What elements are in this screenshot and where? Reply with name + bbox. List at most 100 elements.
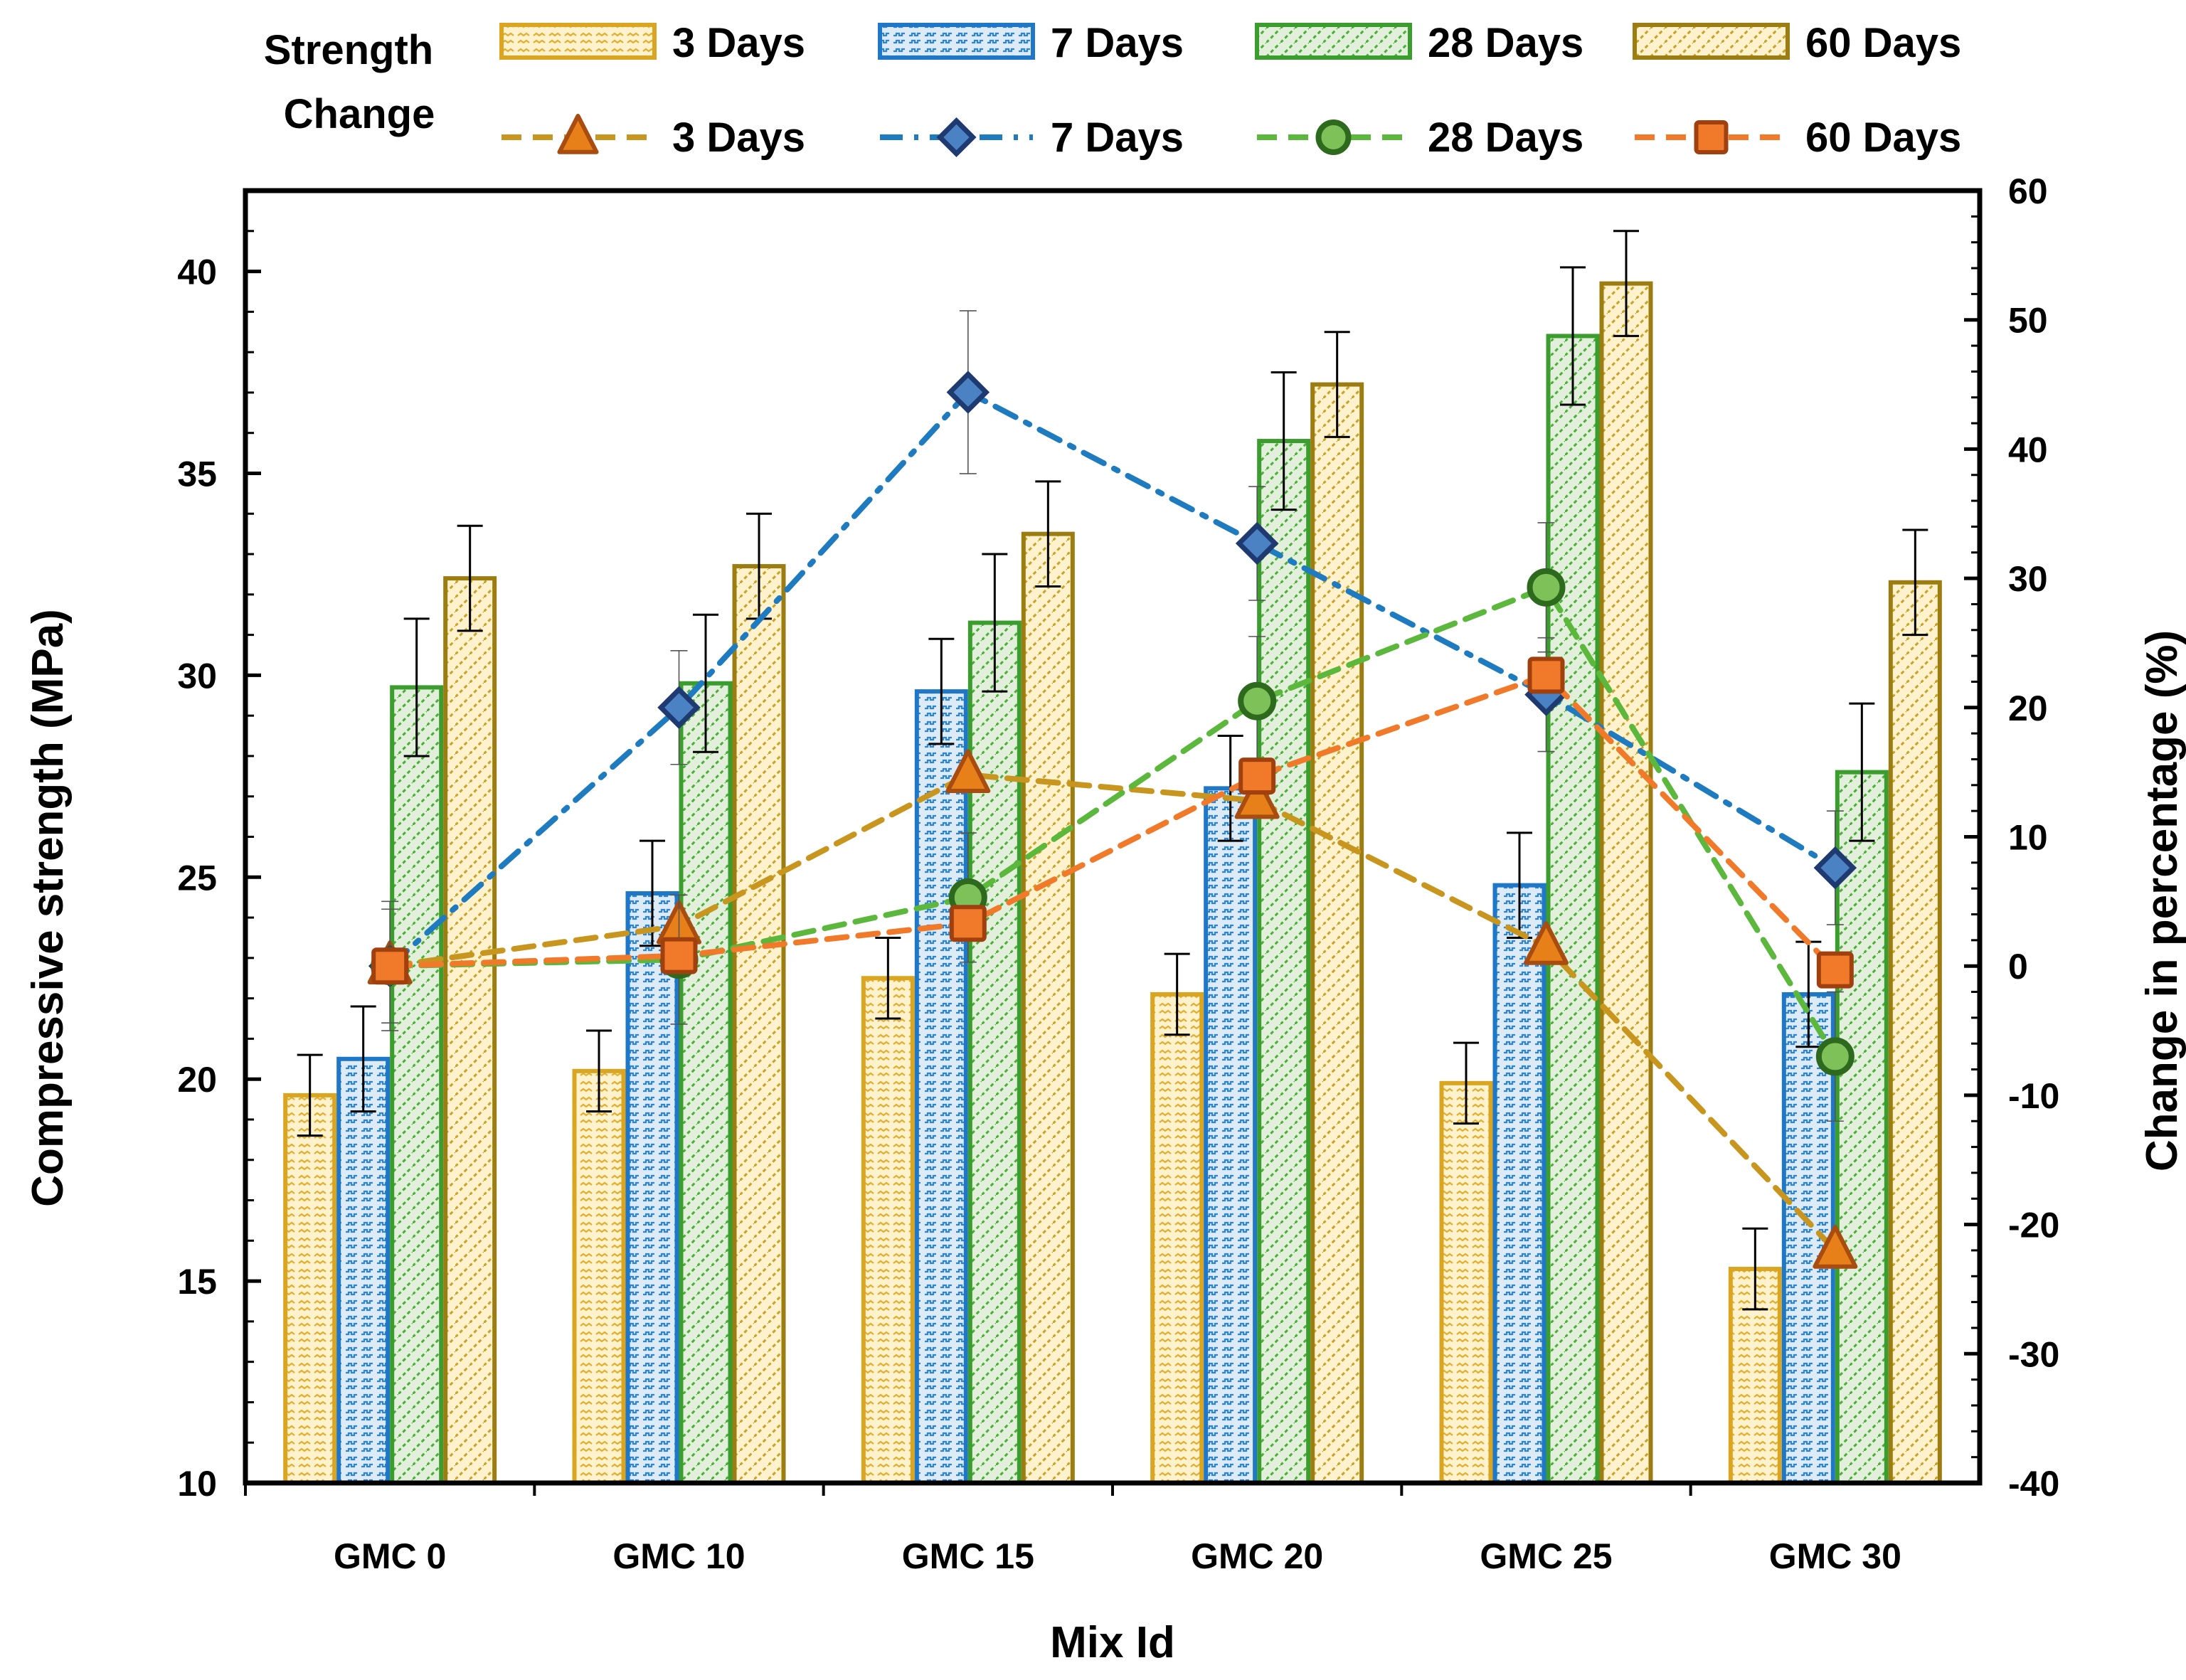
bar-28-days-gmc-0 [390, 685, 444, 1485]
legend-line-label-60-days: 60 Days [1805, 115, 1961, 161]
legend-bar-item-28-days: 28 Days [1255, 20, 1583, 66]
change-marker-7-days-gmc-10 [657, 686, 701, 730]
y-tick-label-10: 10 [177, 1464, 217, 1504]
legend-strength-label: Strength [264, 27, 433, 73]
error-bar-3-days-gmc-15 [875, 936, 901, 1020]
change-marker-7-days-gmc-15 [946, 371, 990, 414]
legend-line-label-7-days: 7 Days [1051, 115, 1184, 161]
legend-line-item-3-days: 3 Days [502, 113, 805, 161]
x-tick-label-gmc-10: GMC 10 [612, 1536, 745, 1576]
bar-60-days-gmc-30 [1888, 580, 1942, 1486]
bar-3-days-gmc-25 [1439, 1080, 1493, 1485]
error-bar-3-days-gmc-30 [1742, 1227, 1768, 1311]
bar-series-3-days [283, 936, 1782, 1486]
error-bar-3-days-gmc-20 [1164, 952, 1190, 1036]
bar-3-days-gmc-20 [1150, 991, 1204, 1485]
change-line-28-days [387, 583, 1838, 1060]
error-bar-7-days-gmc-15 [928, 637, 955, 745]
x-axis: GMC 0 GMC 10 GMC 15 GMC 20 GMC 25 GMC 30 [244, 1483, 1901, 1576]
y2-tick-label-60: 60 [2008, 171, 2048, 211]
error-bar-60-days-gmc-20 [1324, 331, 1350, 438]
change-marker-60-days-gmc-30 [1816, 951, 1854, 989]
change-marker-3-days-gmc-30 [1813, 1225, 1858, 1269]
y-tick-label-40: 40 [177, 252, 217, 292]
bars [283, 230, 1942, 1486]
y-axis-right: -40 -30 -20 -10 0 10 20 30 40 50 60 [1964, 171, 2059, 1504]
bar-28-days-gmc-30 [1835, 770, 1889, 1485]
error-bar-60-days-gmc-25 [1613, 230, 1639, 337]
legend-bar-item-7-days: 7 Days [878, 20, 1184, 66]
legend-marker-7-days [936, 117, 977, 158]
y2-tick-label-40: 40 [2008, 430, 2048, 469]
error-bar-28-days-gmc-10 [693, 613, 718, 753]
error-bar-3-days-gmc-0 [297, 1053, 323, 1137]
bar-3-days-gmc-15 [861, 976, 915, 1485]
legend-bar-swatch-60-days [1633, 23, 1790, 60]
legend-bar-label-7-days: 7 Days [1051, 20, 1184, 66]
y2-tick-label-10: 10 [2008, 818, 2048, 858]
legend-change-label: Change [284, 91, 435, 137]
x-tick-label-gmc-30: GMC 30 [1769, 1536, 1901, 1576]
bar-7-days-gmc-15 [914, 689, 968, 1485]
change-line-3-days [387, 772, 1838, 1253]
legend-line-label-3-days: 3 Days [672, 115, 805, 161]
bar-28-days-gmc-20 [1257, 439, 1311, 1486]
y2-tick-label-30: -30 [2008, 1334, 2059, 1374]
y2-tick-label-30: 30 [2008, 559, 2048, 599]
legend-line-item-7-days: 7 Days [880, 115, 1184, 161]
error-bar-7-days-gmc-0 [350, 1005, 376, 1113]
x-tick-label-gmc-15: GMC 15 [902, 1536, 1034, 1576]
error-bar-60-days-gmc-15 [1035, 480, 1061, 588]
change-series-60-days [371, 656, 1854, 989]
bar-series-60-days [443, 230, 1942, 1486]
bar-60-days-gmc-0 [443, 576, 497, 1485]
change-marker-28-days-gmc-20 [1238, 681, 1277, 721]
change-lines [367, 310, 1858, 1269]
x-axis-title: Mix Id [1050, 1618, 1175, 1667]
change-marker-3-days-gmc-20 [1234, 775, 1280, 819]
y2-tick-label-50: 50 [2008, 301, 2048, 341]
change-marker-7-days-gmc-20 [1235, 521, 1279, 565]
legend-bar-swatch-28-days [1255, 23, 1412, 60]
y-tick-label-25: 25 [177, 858, 217, 898]
y2-tick-label-40: -40 [2008, 1464, 2059, 1504]
bar-60-days-gmc-25 [1599, 281, 1653, 1485]
change-marker-28-days-gmc-30 [1815, 1037, 1855, 1076]
error-bar-3-days-gmc-25 [1453, 1041, 1479, 1125]
change-marker-28-days-gmc-25 [1527, 568, 1566, 607]
y-axis-title: Compressive strength (MPa) [23, 609, 73, 1207]
y-axis-left: 10 15 20 25 30 35 40 [177, 189, 261, 1504]
error-bar-3-days-gmc-10 [586, 1029, 612, 1113]
change-marker-3-days-gmc-15 [945, 749, 991, 794]
bar-7-days-gmc-20 [1204, 786, 1258, 1486]
bar-7-days-gmc-25 [1492, 883, 1546, 1485]
y2-tick-label-20: 20 [2008, 689, 2048, 728]
change-marker-60-days-gmc-10 [660, 937, 698, 974]
change-marker-60-days-gmc-25 [1527, 656, 1565, 694]
legend-bar-label-60-days: 60 Days [1805, 20, 1961, 66]
y2-axis-title: Change in percentage (%) [2138, 630, 2186, 1171]
change-marker-60-days-gmc-15 [949, 905, 987, 942]
bar-60-days-gmc-10 [732, 564, 786, 1485]
change-series-7-days [368, 310, 1857, 1024]
bar-28-days-gmc-15 [967, 620, 1022, 1486]
y-tick-label-15: 15 [177, 1262, 217, 1302]
bar-60-days-gmc-20 [1310, 382, 1364, 1485]
bar-28-days-gmc-25 [1546, 334, 1600, 1486]
bar-3-days-gmc-0 [283, 1092, 337, 1485]
change-marker-60-days-gmc-20 [1238, 757, 1276, 795]
bar-7-days-gmc-10 [625, 890, 679, 1485]
y-tick-label-20: 20 [177, 1060, 217, 1100]
change-line-7-days [387, 388, 1838, 969]
change-marker-7-days-gmc-30 [1813, 846, 1857, 890]
legend-line-item-60-days: 60 Days [1635, 115, 1961, 161]
bar-3-days-gmc-10 [572, 1068, 626, 1486]
x-tick-label-gmc-25: GMC 25 [1480, 1536, 1612, 1576]
legend-marker-28-days [1315, 119, 1352, 155]
y2-tick-label-20: -20 [2008, 1206, 2059, 1245]
error-bar-28-days-gmc-25 [1560, 266, 1586, 406]
axes: 10 15 20 25 30 35 40 -40 -30 -20 -10 0 10 20 30 40 50 60 G… [23, 171, 2186, 1667]
error-bar-28-days-gmc-30 [1849, 702, 1875, 842]
y2-tick-label-10: -10 [2008, 1076, 2059, 1116]
